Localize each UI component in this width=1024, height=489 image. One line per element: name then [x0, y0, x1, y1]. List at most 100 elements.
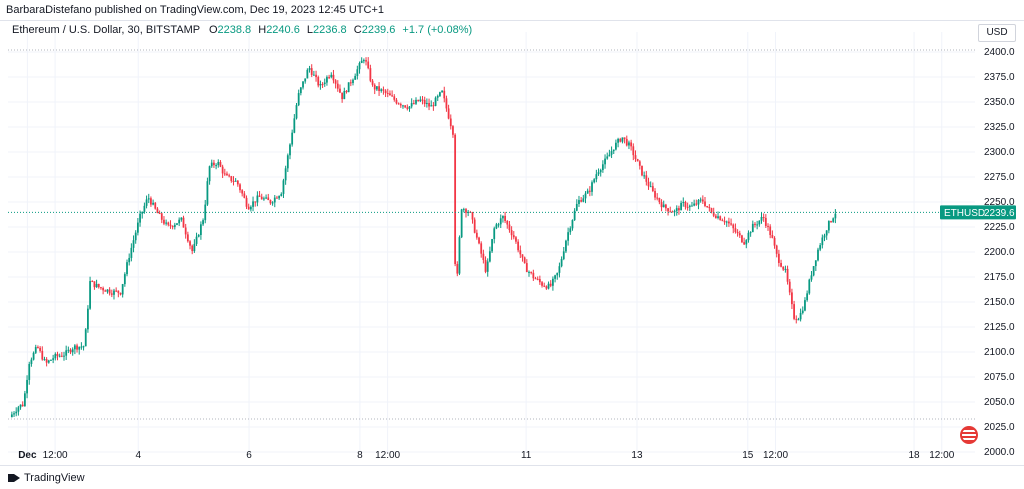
candle-body — [747, 232, 750, 241]
candle-body — [391, 95, 394, 97]
candle-body — [280, 193, 283, 197]
flag-icon[interactable] — [960, 426, 978, 444]
candle-body — [349, 82, 352, 84]
candle-body — [439, 92, 441, 96]
last-price-value: 2239.6 — [984, 208, 1015, 219]
candle-body — [704, 201, 706, 206]
y-tick-label: 2150.0 — [984, 297, 1015, 308]
candle-body — [299, 87, 302, 94]
candle-body — [730, 223, 732, 225]
candle-body — [706, 205, 709, 208]
candle-body — [658, 198, 661, 203]
candle-body — [67, 349, 70, 351]
y-tick-label: 2375.0 — [984, 72, 1015, 83]
candle-body — [76, 345, 78, 350]
candle-body — [806, 293, 809, 301]
candle-body — [204, 204, 207, 221]
candle-body — [69, 349, 72, 353]
candle-body — [462, 209, 465, 211]
candle-body — [84, 329, 87, 347]
candle-body — [197, 235, 200, 237]
candle-body — [410, 103, 413, 107]
candle-body — [267, 197, 270, 201]
candle-body — [208, 166, 211, 182]
candle-body — [21, 404, 24, 407]
candle-body — [565, 240, 567, 252]
candle-body — [223, 173, 226, 175]
candle-body — [667, 208, 669, 212]
candle-body — [708, 207, 711, 209]
candle-body — [643, 175, 646, 177]
tradingview-brand[interactable]: TradingView — [24, 472, 85, 484]
candle-body — [147, 198, 150, 200]
candle-body — [408, 106, 411, 109]
candle-body — [697, 200, 700, 205]
candle-body — [63, 355, 65, 357]
y-tick-label: 2000.0 — [984, 447, 1015, 458]
candle-body — [165, 222, 168, 224]
candle-body — [810, 275, 813, 280]
x-tick-label: 4 — [135, 450, 141, 461]
candle-body — [575, 203, 578, 211]
candle-body — [721, 220, 724, 222]
candle-body — [641, 165, 643, 176]
candle-body — [269, 200, 272, 204]
candle-body — [486, 261, 489, 272]
candle-body — [808, 279, 811, 294]
candle-body — [365, 60, 367, 62]
candle-body — [80, 346, 83, 348]
candle-body — [812, 266, 815, 276]
candle-body — [423, 100, 426, 104]
candle-body — [178, 219, 181, 224]
candle-body — [106, 289, 109, 292]
candle-body — [217, 161, 220, 166]
candle-body — [558, 266, 561, 273]
candle-body — [447, 108, 450, 119]
candle-body — [232, 181, 235, 183]
candle-body — [193, 243, 196, 252]
candle-body — [536, 278, 539, 280]
candle-body — [636, 159, 639, 162]
candle-body — [17, 407, 20, 412]
candle-body — [784, 268, 787, 270]
candle-body — [471, 212, 474, 220]
candle-body — [315, 74, 317, 78]
y-tick-label: 2125.0 — [984, 322, 1015, 333]
candle-body — [152, 202, 154, 205]
candle-body — [512, 235, 515, 238]
candle-body — [241, 190, 244, 194]
candle-body — [795, 318, 798, 320]
candle-body — [571, 220, 574, 229]
candle-body — [506, 220, 509, 225]
candle-body — [497, 224, 500, 226]
candle-body — [97, 283, 100, 288]
candle-body — [743, 242, 746, 245]
high-label: H — [258, 24, 267, 36]
chart-frame[interactable] — [0, 20, 1024, 466]
candle-body — [32, 352, 35, 360]
candle-body — [219, 161, 222, 167]
candle-body — [191, 245, 194, 252]
candle-body — [95, 283, 98, 288]
candle-body — [265, 197, 267, 199]
candle-body — [310, 68, 313, 75]
symbol-label[interactable]: Ethereum / U.S. Dollar, 30, BITSTAMP — [12, 24, 200, 36]
candle-body — [128, 257, 131, 263]
candle-body — [473, 219, 476, 233]
candle-body — [276, 197, 278, 199]
candle-body — [362, 60, 365, 62]
candle-body — [801, 310, 804, 313]
candle-body — [760, 217, 763, 221]
y-tick-label: 2325.0 — [984, 122, 1015, 133]
candle-body — [93, 281, 96, 288]
currency-button[interactable]: USD — [978, 24, 1016, 42]
candle-body — [367, 61, 370, 69]
candle-body — [37, 347, 39, 349]
candle-body — [256, 195, 259, 203]
candle-body — [210, 162, 213, 167]
candle-body — [399, 104, 402, 106]
candle-body — [684, 201, 687, 208]
candle-body — [591, 182, 593, 192]
candle-body — [797, 319, 800, 321]
